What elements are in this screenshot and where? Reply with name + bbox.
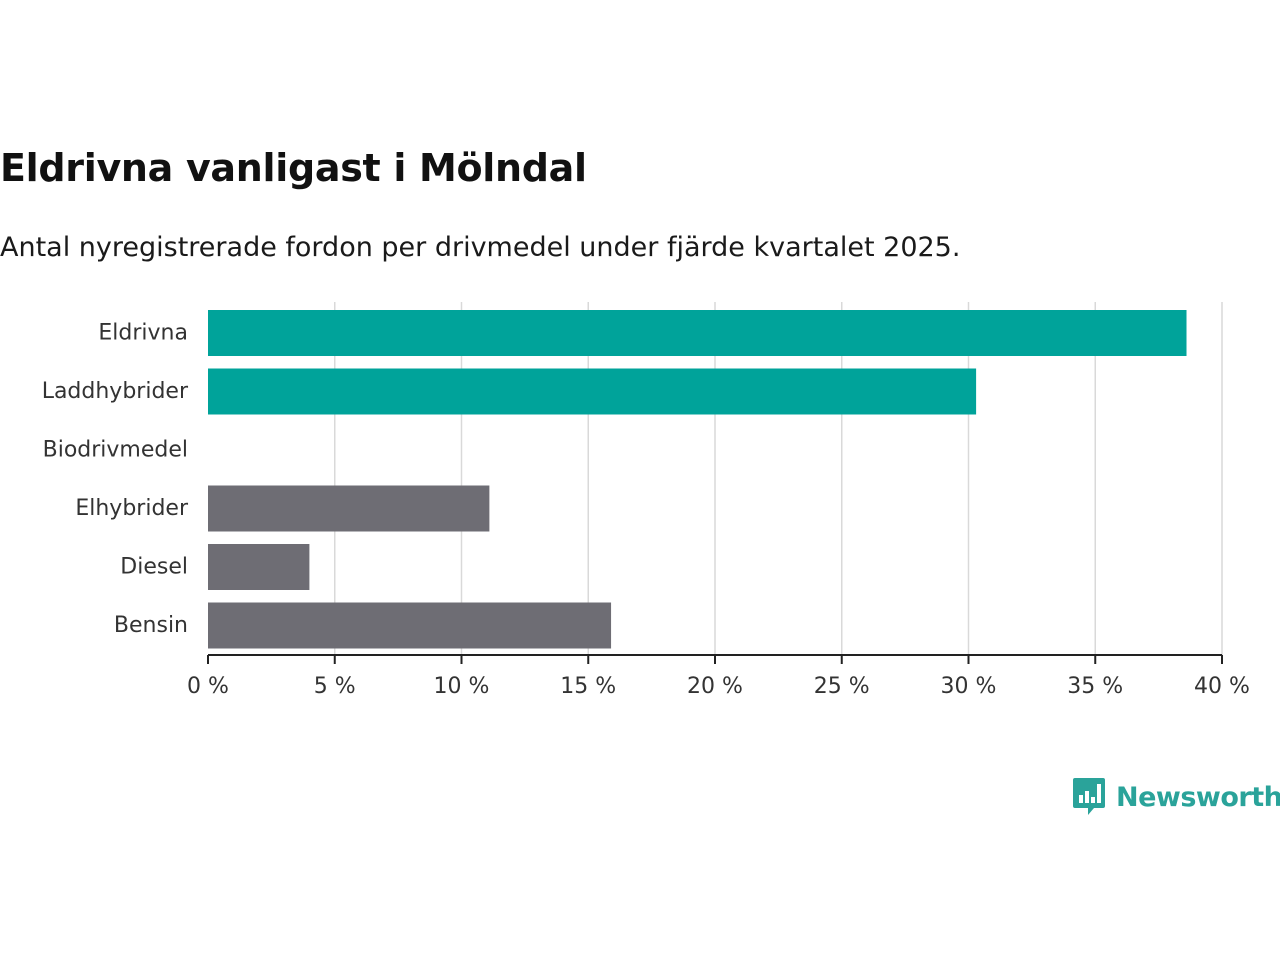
x-tick-label-0: 0 % — [187, 674, 229, 699]
x-tick-label-5: 5 % — [314, 674, 356, 699]
gridlines — [334, 302, 1223, 655]
category-label-biodrivmedel: Biodrivmedel — [43, 438, 188, 463]
x-tick-label-20: 20 % — [687, 674, 743, 699]
x-tick-label-40: 40 % — [1194, 674, 1250, 699]
bar-eldrivna — [208, 310, 1187, 356]
newsworthy-logo-icon — [1073, 778, 1105, 815]
category-label-bensin: Bensin — [114, 613, 188, 638]
bar-elhybrider — [208, 485, 490, 532]
category-label-diesel: Diesel — [120, 555, 188, 580]
x-tick-label-25: 25 % — [814, 674, 870, 699]
x-tick-label-30: 30 % — [941, 674, 997, 699]
chart-title: Eldrivna vanligast i Mölndal — [0, 146, 587, 190]
brand-logo: Newsworthy — [1072, 776, 1280, 818]
bar-diesel — [208, 544, 310, 590]
x-tick-label-10: 10 % — [434, 674, 490, 699]
x-tick-label-35: 35 % — [1067, 674, 1123, 699]
x-tick-label-15: 15 % — [560, 674, 616, 699]
category-labels: Eldrivna Laddhybrider Biodrivmedel Elhybrid… — [42, 321, 189, 639]
x-axis: 0 % 5 % 10 % 15 % 20 % 25 % 30 % 35 % 40 % — [187, 654, 1250, 699]
category-label-laddhybrider: Laddhybrider — [42, 379, 189, 404]
bars — [208, 310, 1187, 649]
brand-name: Newsworthy — [1116, 781, 1280, 813]
category-label-elhybrider: Elhybrider — [75, 496, 189, 521]
bar-bensin — [208, 602, 612, 649]
category-label-eldrivna: Eldrivna — [98, 321, 188, 346]
chart-subtitle: Antal nyregistrerade fordon per drivmede… — [0, 232, 961, 263]
bar-laddhybrider — [208, 368, 977, 415]
